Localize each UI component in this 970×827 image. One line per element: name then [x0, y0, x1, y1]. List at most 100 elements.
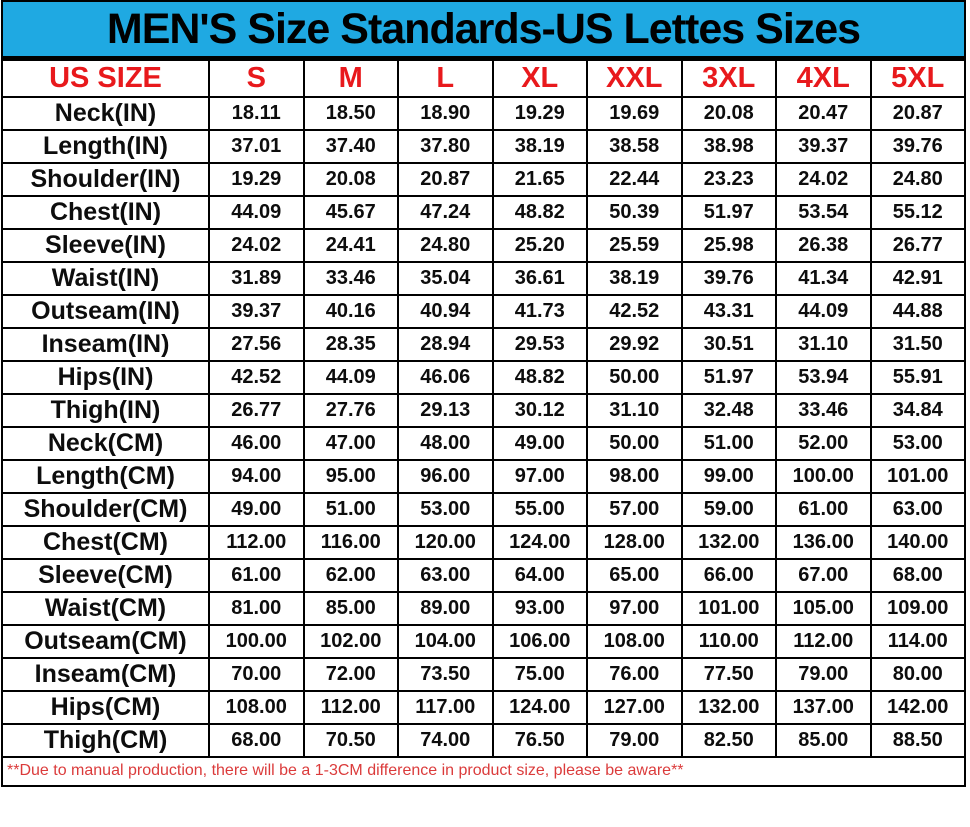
table-cell: 26.38: [775, 227, 872, 263]
table-cell: 20.47: [775, 95, 872, 131]
table-cell: 47.24: [397, 194, 494, 230]
table-cell: 97.00: [491, 458, 588, 494]
table-cell: 75.00: [491, 656, 588, 692]
table-cell: 99.00: [680, 458, 777, 494]
column-header-5xl: 5XL: [869, 58, 966, 98]
table-cell: 132.00: [680, 689, 777, 725]
row-label: Thigh(CM): [1, 722, 210, 758]
table-row: Chest(CM) 112.00 116.00 120.00 124.00 128.00 1…: [1, 524, 966, 560]
table-cell: 27.56: [208, 326, 305, 362]
table-row: Outseam(IN) 39.37 40.16 40.94 41.73 42.52 43.3…: [1, 293, 966, 329]
table-cell: 44.09: [208, 194, 305, 230]
row-label: Thigh(IN): [1, 392, 210, 428]
table-cell: 26.77: [869, 227, 966, 263]
row-label: Shoulder(IN): [1, 161, 210, 197]
header-row: US SIZE S M L XL XXL 3XL 4XL 5XL: [1, 58, 966, 98]
table-cell: 45.67: [302, 194, 399, 230]
table-cell: 35.04: [397, 260, 494, 296]
table-row: Neck(CM) 46.00 47.00 48.00 49.00 50.00 51.00 52…: [1, 425, 966, 461]
table-cell: 42.91: [869, 260, 966, 296]
table-cell: 25.98: [680, 227, 777, 263]
table-cell: 63.00: [869, 491, 966, 527]
table-cell: 30.51: [680, 326, 777, 362]
table-cell: 70.50: [302, 722, 399, 758]
table-cell: 98.00: [586, 458, 683, 494]
table-row: Waist(IN) 31.89 33.46 35.04 36.61 38.19 39.76 4…: [1, 260, 966, 296]
table-cell: 108.00: [586, 623, 683, 659]
row-label: Outseam(IN): [1, 293, 210, 329]
table-row: Waist(CM) 81.00 85.00 89.00 93.00 97.00 101.00…: [1, 590, 966, 626]
table-cell: 43.31: [680, 293, 777, 329]
table-cell: 137.00: [775, 689, 872, 725]
table-cell: 26.77: [208, 392, 305, 428]
table-cell: 19.29: [208, 161, 305, 197]
table-cell: 102.00: [302, 623, 399, 659]
table-row: Shoulder(CM) 49.00 51.00 53.00 55.00 57.00 59.…: [1, 491, 966, 527]
row-label: Waist(IN): [1, 260, 210, 296]
table-cell: 76.00: [586, 656, 683, 692]
table-cell: 53.00: [397, 491, 494, 527]
table-cell: 51.00: [302, 491, 399, 527]
table-cell: 33.46: [302, 260, 399, 296]
table-cell: 44.09: [302, 359, 399, 395]
table-cell: 140.00: [869, 524, 966, 560]
table-cell: 108.00: [208, 689, 305, 725]
table-cell: 110.00: [680, 623, 777, 659]
table-cell: 41.34: [775, 260, 872, 296]
table-cell: 20.08: [680, 95, 777, 131]
table-cell: 38.19: [586, 260, 683, 296]
table-cell: 40.16: [302, 293, 399, 329]
row-label: Chest(CM): [1, 524, 210, 560]
table-cell: 96.00: [397, 458, 494, 494]
table-cell: 44.09: [775, 293, 872, 329]
table-cell: 124.00: [491, 689, 588, 725]
page-title: MEN'S Size Standards-US Lettes Sizes: [1, 0, 966, 58]
table-cell: 39.76: [869, 128, 966, 164]
table-cell: 31.89: [208, 260, 305, 296]
table-cell: 49.00: [208, 491, 305, 527]
table-cell: 39.76: [680, 260, 777, 296]
table-cell: 42.52: [586, 293, 683, 329]
table-cell: 32.48: [680, 392, 777, 428]
table-cell: 48.00: [397, 425, 494, 461]
table-cell: 21.65: [491, 161, 588, 197]
table-cell: 50.39: [586, 194, 683, 230]
table-cell: 24.02: [208, 227, 305, 263]
table-cell: 68.00: [869, 557, 966, 593]
table-row: Sleeve(CM) 61.00 62.00 63.00 64.00 65.00 66.00…: [1, 557, 966, 593]
table-cell: 65.00: [586, 557, 683, 593]
table-cell: 73.50: [397, 656, 494, 692]
row-label: Hips(IN): [1, 359, 210, 395]
table-cell: 97.00: [586, 590, 683, 626]
table-cell: 112.00: [208, 524, 305, 560]
table-cell: 29.13: [397, 392, 494, 428]
table-cell: 117.00: [397, 689, 494, 725]
table-cell: 37.40: [302, 128, 399, 164]
table-cell: 31.50: [869, 326, 966, 362]
table-cell: 38.19: [491, 128, 588, 164]
table-cell: 28.94: [397, 326, 494, 362]
table-cell: 136.00: [775, 524, 872, 560]
column-header-s: S: [208, 58, 305, 98]
table-cell: 44.88: [869, 293, 966, 329]
table-row: Hips(IN) 42.52 44.09 46.06 48.82 50.00 51.97 53…: [1, 359, 966, 395]
table-cell: 36.61: [491, 260, 588, 296]
column-header-m: M: [302, 58, 399, 98]
table-cell: 55.00: [491, 491, 588, 527]
row-label: Outseam(CM): [1, 623, 210, 659]
table-cell: 70.00: [208, 656, 305, 692]
table-cell: 24.80: [869, 161, 966, 197]
column-header-l: L: [397, 58, 494, 98]
table-cell: 85.00: [302, 590, 399, 626]
table-row: Length(CM) 94.00 95.00 96.00 97.00 98.00 99.00…: [1, 458, 966, 494]
production-note: **Due to manual production, there will b…: [1, 757, 966, 787]
table-cell: 120.00: [397, 524, 494, 560]
table-cell: 20.87: [397, 161, 494, 197]
table-cell: 39.37: [775, 128, 872, 164]
table-cell: 51.00: [680, 425, 777, 461]
table-cell: 106.00: [491, 623, 588, 659]
table-cell: 72.00: [302, 656, 399, 692]
table-cell: 53.94: [775, 359, 872, 395]
table-cell: 80.00: [869, 656, 966, 692]
